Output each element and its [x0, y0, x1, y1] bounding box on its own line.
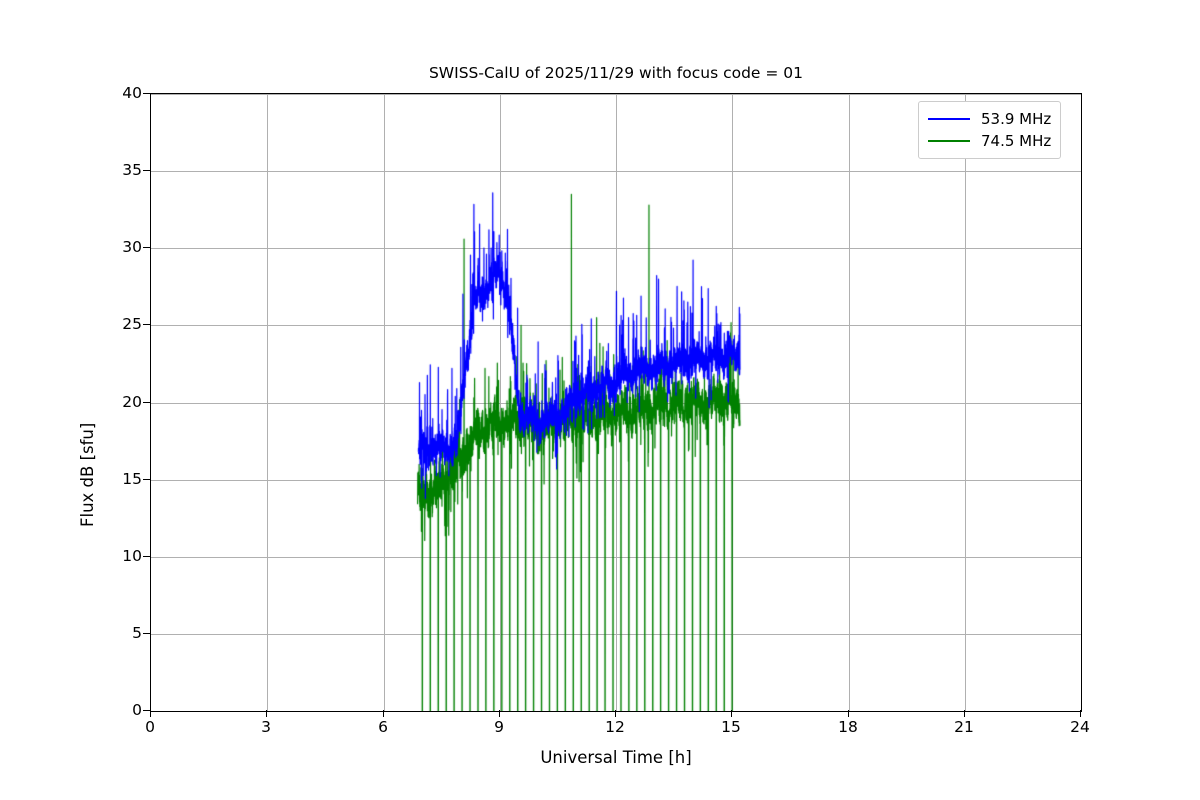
x-axis-tick-labels: 0 3 6 9 12 15 18 21 24 — [145, 718, 1090, 748]
ytick-mark-20 — [143, 402, 150, 404]
xtick-label-0: 0 — [145, 718, 155, 736]
plot-area — [150, 93, 1082, 712]
y-axis-tick-labels: 0 5 10 15 20 25 30 35 40 — [95, 84, 142, 719]
xtick-mark-9 — [499, 710, 501, 717]
xtick-mark-24 — [1080, 710, 1082, 717]
xtick-mark-12 — [615, 710, 617, 717]
xtick-label-24: 24 — [1070, 718, 1090, 736]
ytick-label-20: 20 — [122, 393, 142, 411]
xtick-label-9: 9 — [494, 718, 504, 736]
ytick-mark-25 — [143, 324, 150, 326]
ytick-label-10: 10 — [122, 547, 142, 565]
xtick-mark-18 — [848, 710, 850, 717]
ytick-label-15: 15 — [122, 470, 142, 488]
ytick-label-0: 0 — [132, 701, 142, 719]
ytick-mark-5 — [143, 633, 150, 635]
legend-label: 74.5 MHz — [981, 132, 1052, 150]
legend-label: 53.9 MHz — [981, 110, 1052, 128]
ytick-label-30: 30 — [122, 238, 142, 256]
ytick-label-5: 5 — [132, 624, 142, 642]
chart-legend: 53.9 MHz 74.5 MHz — [918, 101, 1062, 159]
legend-entry-2[interactable]: 74.5 MHz — [928, 130, 1051, 152]
ytick-mark-40 — [143, 93, 150, 95]
xtick-label-18: 18 — [838, 718, 858, 736]
axis-tick-marks — [143, 93, 1082, 717]
xtick-mark-6 — [383, 710, 385, 717]
ytick-mark-30 — [143, 247, 150, 249]
legend-color-swatch — [928, 118, 970, 120]
ytick-label-40: 40 — [122, 84, 142, 102]
ytick-mark-0 — [143, 710, 150, 712]
ytick-mark-10 — [143, 556, 150, 558]
chart-title: SWISS-CalU of 2025/11/29 with focus code… — [428, 64, 804, 82]
xtick-mark-3 — [266, 710, 268, 717]
ytick-mark-15 — [143, 479, 150, 481]
xtick-mark-0 — [150, 710, 152, 717]
xtick-label-21: 21 — [954, 718, 974, 736]
series-plot — [151, 94, 1081, 711]
xtick-label-6: 6 — [378, 718, 388, 736]
xtick-mark-15 — [731, 710, 733, 717]
ytick-label-35: 35 — [122, 161, 142, 179]
legend-color-swatch — [928, 140, 970, 142]
ytick-mark-35 — [143, 170, 150, 172]
legend-entry-1[interactable]: 53.9 MHz — [928, 108, 1051, 130]
xtick-mark-21 — [964, 710, 966, 717]
xtick-label-12: 12 — [605, 718, 625, 736]
xtick-label-3: 3 — [261, 718, 271, 736]
xtick-label-15: 15 — [721, 718, 741, 736]
ytick-label-25: 25 — [122, 315, 142, 333]
x-axis-label: Universal Time [h] — [540, 748, 692, 767]
